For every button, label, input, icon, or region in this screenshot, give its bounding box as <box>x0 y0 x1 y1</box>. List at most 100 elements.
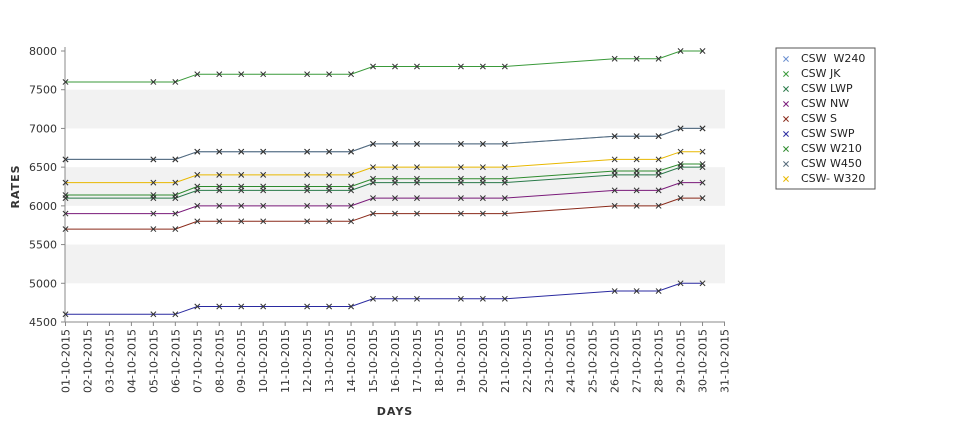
x-tick-label: 10-10-2015 <box>257 329 270 393</box>
legend-item: CSW JK <box>783 67 841 80</box>
data-point <box>699 148 706 155</box>
series-lines <box>62 48 706 318</box>
x-tick-label: 11-10-2015 <box>279 329 292 393</box>
data-point <box>62 192 69 198</box>
data-point <box>260 71 267 78</box>
data-point <box>479 164 486 171</box>
data-point <box>457 140 464 147</box>
x-tick-label: 08-10-2015 <box>213 329 226 393</box>
x-tick-label: 09-10-2015 <box>235 329 248 393</box>
data-point <box>62 210 69 217</box>
legend-label: CSW W450 <box>801 157 862 170</box>
series <box>62 161 706 198</box>
data-point <box>62 156 69 163</box>
data-point <box>150 79 157 85</box>
data-point <box>392 175 398 182</box>
x-tick-label: 21-10-2015 <box>499 329 512 393</box>
data-point <box>260 148 267 155</box>
data-point <box>194 303 201 310</box>
x-tick-label: 14-10-2015 <box>345 329 358 393</box>
y-tick-label: 6000 <box>29 200 57 213</box>
data-point <box>150 210 157 217</box>
legend-label: CSW LWP <box>801 82 853 95</box>
data-point <box>414 295 420 302</box>
grid-band <box>65 89 725 129</box>
legend-marker <box>783 131 789 137</box>
x-tick-label: 27-10-2015 <box>631 329 644 393</box>
y-tick-label: 5000 <box>29 277 57 290</box>
y-tick-label: 8000 <box>29 45 57 58</box>
legend-label: CSW JK <box>801 67 841 80</box>
data-point <box>501 195 508 202</box>
legend-label: CSW S <box>801 112 837 125</box>
y-tick-label: 7000 <box>29 122 57 135</box>
legend-item: CSW LWP <box>783 82 853 95</box>
series <box>62 179 706 217</box>
data-point <box>172 79 179 85</box>
grid-bands <box>65 89 725 284</box>
data-point <box>62 79 69 85</box>
y-tick-label: 4500 <box>29 316 57 329</box>
data-point <box>633 133 640 140</box>
data-point <box>304 183 311 190</box>
x-tick-label: 15-10-2015 <box>367 329 380 393</box>
y-tick-label: 7500 <box>29 84 57 97</box>
data-point <box>260 202 267 209</box>
data-point <box>392 63 398 70</box>
data-point <box>677 195 684 202</box>
data-point <box>457 210 464 217</box>
x-tick-label: 29-10-2015 <box>675 329 688 393</box>
data-point <box>172 226 179 233</box>
grid-band <box>65 167 725 206</box>
data-point <box>611 288 618 294</box>
legend-box <box>775 47 876 190</box>
legend-marker <box>783 146 789 152</box>
data-point <box>326 183 333 190</box>
data-point <box>150 192 157 198</box>
data-point <box>238 148 245 155</box>
data-point <box>611 202 618 209</box>
data-point <box>370 140 376 147</box>
data-point <box>238 71 245 78</box>
legend-label: CSW W210 <box>801 142 862 155</box>
data-point <box>304 202 311 209</box>
data-point <box>216 171 223 178</box>
data-point <box>326 171 333 178</box>
y-tick-label: 5500 <box>29 239 57 252</box>
data-point <box>172 210 179 217</box>
data-point <box>677 161 684 167</box>
data-point <box>348 148 355 155</box>
data-point <box>457 164 464 171</box>
legend-marker <box>783 161 789 167</box>
data-point <box>611 187 618 194</box>
legend-item: CSW W210 <box>783 142 862 155</box>
data-point <box>699 179 706 186</box>
data-point <box>414 140 420 147</box>
data-point <box>62 311 69 318</box>
y-axis-title: RATES <box>9 164 22 208</box>
data-point <box>633 202 640 209</box>
legend-marker <box>783 176 789 182</box>
data-point <box>633 55 640 62</box>
legend: CSW W240 CSW JK CSW LWP CSW NW CSW S CSW SWP C… <box>775 47 876 190</box>
data-point <box>172 192 179 198</box>
data-point <box>633 168 640 174</box>
data-point <box>348 171 355 178</box>
x-tick-label: 31-10-2015 <box>719 329 732 393</box>
data-point <box>370 175 376 182</box>
series-line <box>65 50 703 83</box>
data-point <box>150 156 157 163</box>
data-point <box>392 140 398 147</box>
data-point <box>633 288 640 294</box>
x-tick-label: 03-10-2015 <box>103 329 116 393</box>
data-point <box>677 125 684 132</box>
series <box>62 148 706 186</box>
data-point <box>238 303 245 310</box>
data-point <box>62 179 69 186</box>
legend-marker <box>783 101 789 107</box>
series <box>62 195 706 233</box>
data-point <box>304 218 311 225</box>
data-point <box>370 295 376 302</box>
data-point <box>392 164 398 171</box>
x-tick-label: 17-10-2015 <box>411 329 424 393</box>
